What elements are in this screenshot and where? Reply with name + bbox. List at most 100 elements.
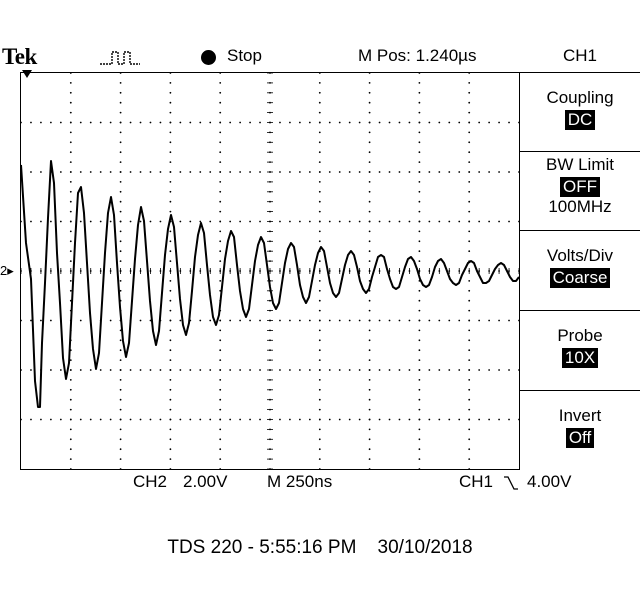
probe-menu-button[interactable]: Probe 10X [520, 310, 640, 388]
graticule-dot [488, 171, 491, 173]
graticule-dot [119, 141, 122, 144]
graticule-dot [149, 418, 152, 421]
ch2-label: CH2 [133, 472, 168, 491]
graticule-dot [219, 319, 222, 322]
graticule-dot [468, 388, 471, 391]
graticule-dot [468, 428, 471, 431]
graticule-dot [308, 319, 311, 322]
graticule-dot [49, 319, 52, 322]
graticule-dot [468, 379, 471, 381]
volts-div-menu-button[interactable]: Volts/Div Coarse [520, 230, 640, 308]
graticule-dot [318, 319, 321, 322]
graticule-dot [388, 418, 391, 421]
graticule-dot [179, 220, 182, 223]
graticule-dot [189, 121, 192, 124]
graticule-dot [159, 369, 162, 371]
graticule-dot [418, 359, 421, 361]
graticule-dot [119, 181, 122, 183]
graticule-dot [219, 200, 222, 203]
coupling-label: Coupling [546, 88, 614, 107]
graticule-dot [169, 200, 172, 203]
graticule-dot [169, 329, 172, 332]
graticule-dot [219, 151, 222, 154]
bw-limit-menu-button[interactable]: BW Limit OFF 100MHz [520, 151, 640, 229]
graticule-dot [169, 280, 172, 282]
graticule-dot [219, 418, 222, 421]
graticule-dot [79, 220, 82, 223]
graticule-dot [418, 428, 421, 431]
graticule-dot [109, 121, 112, 124]
coupling-menu-button[interactable]: Coupling DC [520, 72, 640, 150]
graticule-dot [458, 220, 461, 223]
graticule-dot [318, 190, 321, 193]
graticule-dot [368, 210, 371, 213]
graticule-dot [458, 369, 461, 371]
graticule-dot [69, 250, 72, 253]
graticule-dot [209, 418, 212, 421]
graticule-dot [169, 448, 172, 451]
graticule-dot [368, 349, 371, 352]
graticule-dot [358, 220, 361, 223]
graticule-dot [69, 468, 72, 470]
graticule-dot [219, 220, 222, 223]
graticule-dot [478, 369, 481, 371]
graticule-dot [219, 329, 222, 332]
graticule-dot [368, 181, 371, 183]
graticule-dot [169, 260, 172, 262]
graticule-dot [378, 171, 381, 173]
graticule-dot [239, 418, 242, 421]
graticule-dot [468, 280, 471, 282]
graticule-dot [99, 121, 102, 124]
graticule-dot [468, 171, 471, 173]
graticule-dot [508, 121, 510, 124]
graticule-dot [338, 121, 341, 124]
graticule-dot [169, 131, 172, 134]
graticule-dot [418, 260, 421, 262]
graticule-dot [119, 82, 122, 84]
graticule-dot [418, 200, 421, 203]
graticule-dot [179, 171, 182, 173]
menu-divider [520, 72, 640, 73]
graticule-dot [418, 171, 421, 173]
graticule-dot [318, 121, 321, 124]
graticule-dot [129, 171, 132, 173]
graticule-dot [219, 111, 222, 114]
graticule-dot [89, 171, 92, 173]
graticule-dot [30, 418, 32, 421]
graticule-dot [418, 379, 421, 381]
graticule-dot [488, 319, 491, 322]
graticule-dot [418, 299, 421, 302]
graticule-dot [69, 82, 72, 84]
graticule-dot [169, 428, 172, 431]
graticule-dot [318, 428, 321, 431]
graticule-dot [119, 468, 122, 470]
graticule-dot [408, 319, 411, 322]
graticule-dot [69, 458, 72, 460]
graticule-dot [418, 309, 421, 312]
graticule-dot [318, 220, 321, 223]
graticule-dot [318, 91, 321, 94]
graticule-dot [318, 171, 321, 173]
graticule-dot [249, 319, 251, 322]
graticule-dot [169, 161, 172, 163]
graticule-dot [298, 121, 301, 124]
side-menu: Coupling DC BW Limit OFF 100MHz Volts/Di… [520, 72, 640, 470]
graticule-dot [219, 398, 222, 401]
graticule-dot [219, 171, 222, 173]
graticule-dot [119, 230, 122, 233]
invert-menu-button[interactable]: Invert Off [520, 390, 640, 468]
menu-divider [520, 151, 640, 152]
graticule-dot [418, 468, 421, 470]
graticule-dot [318, 141, 321, 144]
trigger-position-arrow-icon [22, 70, 32, 78]
graticule-dot [468, 210, 471, 213]
graticule-dot [318, 398, 321, 401]
graticule-dot [129, 418, 132, 421]
graticule-dot [348, 369, 351, 371]
graticule-dot [468, 73, 471, 74]
graticule-dot [388, 220, 391, 223]
graticule-dot [368, 250, 371, 253]
graticule-dot [119, 339, 122, 342]
graticule-dot [438, 369, 441, 371]
graticule-dot [368, 398, 371, 401]
